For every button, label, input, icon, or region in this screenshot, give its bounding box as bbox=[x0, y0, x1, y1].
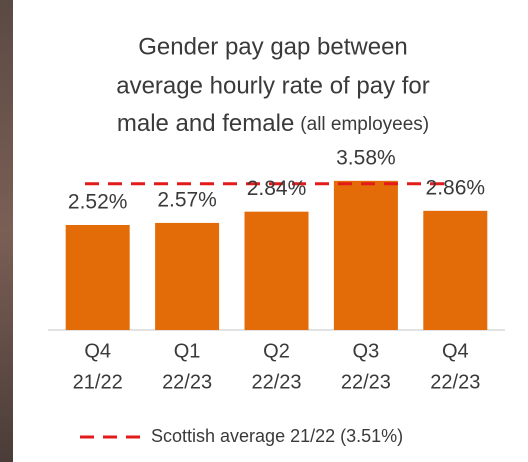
title-note: (all employees) bbox=[300, 114, 429, 135]
bar bbox=[423, 211, 487, 330]
bar bbox=[155, 223, 219, 330]
x-tick-label: Q4 bbox=[442, 340, 469, 362]
x-tick-label: 22/23 bbox=[341, 371, 391, 393]
value-label: 2.52% bbox=[68, 191, 128, 214]
value-label: 2.84% bbox=[247, 177, 307, 200]
x-tick-label: 22/23 bbox=[430, 371, 480, 393]
chart-title: Gender pay gap between bbox=[138, 33, 408, 60]
chart-title: average hourly rate of pay for bbox=[116, 72, 430, 99]
x-tick-label: Q1 bbox=[174, 340, 201, 362]
chart-title: male and female bbox=[117, 110, 294, 137]
legend-label: Scottish average 21/22 (3.51%) bbox=[151, 426, 403, 446]
x-tick-label: 21/22 bbox=[73, 371, 123, 393]
x-tick-label: 22/23 bbox=[251, 371, 301, 393]
value-label: 2.57% bbox=[157, 188, 217, 211]
x-tick-label: 22/23 bbox=[162, 371, 212, 393]
chart: Gender pay gap between average hourly ra… bbox=[0, 0, 528, 462]
x-tick-label: Q4 bbox=[84, 340, 111, 362]
bar bbox=[334, 181, 398, 330]
x-tick-label: Q3 bbox=[353, 340, 380, 362]
value-label: 2.86% bbox=[426, 176, 486, 199]
chart-title: male and female (all employees) bbox=[117, 110, 429, 137]
x-tick-label: Q2 bbox=[263, 340, 290, 362]
value-label: 3.58% bbox=[336, 146, 396, 169]
bar bbox=[245, 212, 309, 330]
photo-strip bbox=[0, 0, 13, 462]
bar bbox=[66, 225, 130, 330]
